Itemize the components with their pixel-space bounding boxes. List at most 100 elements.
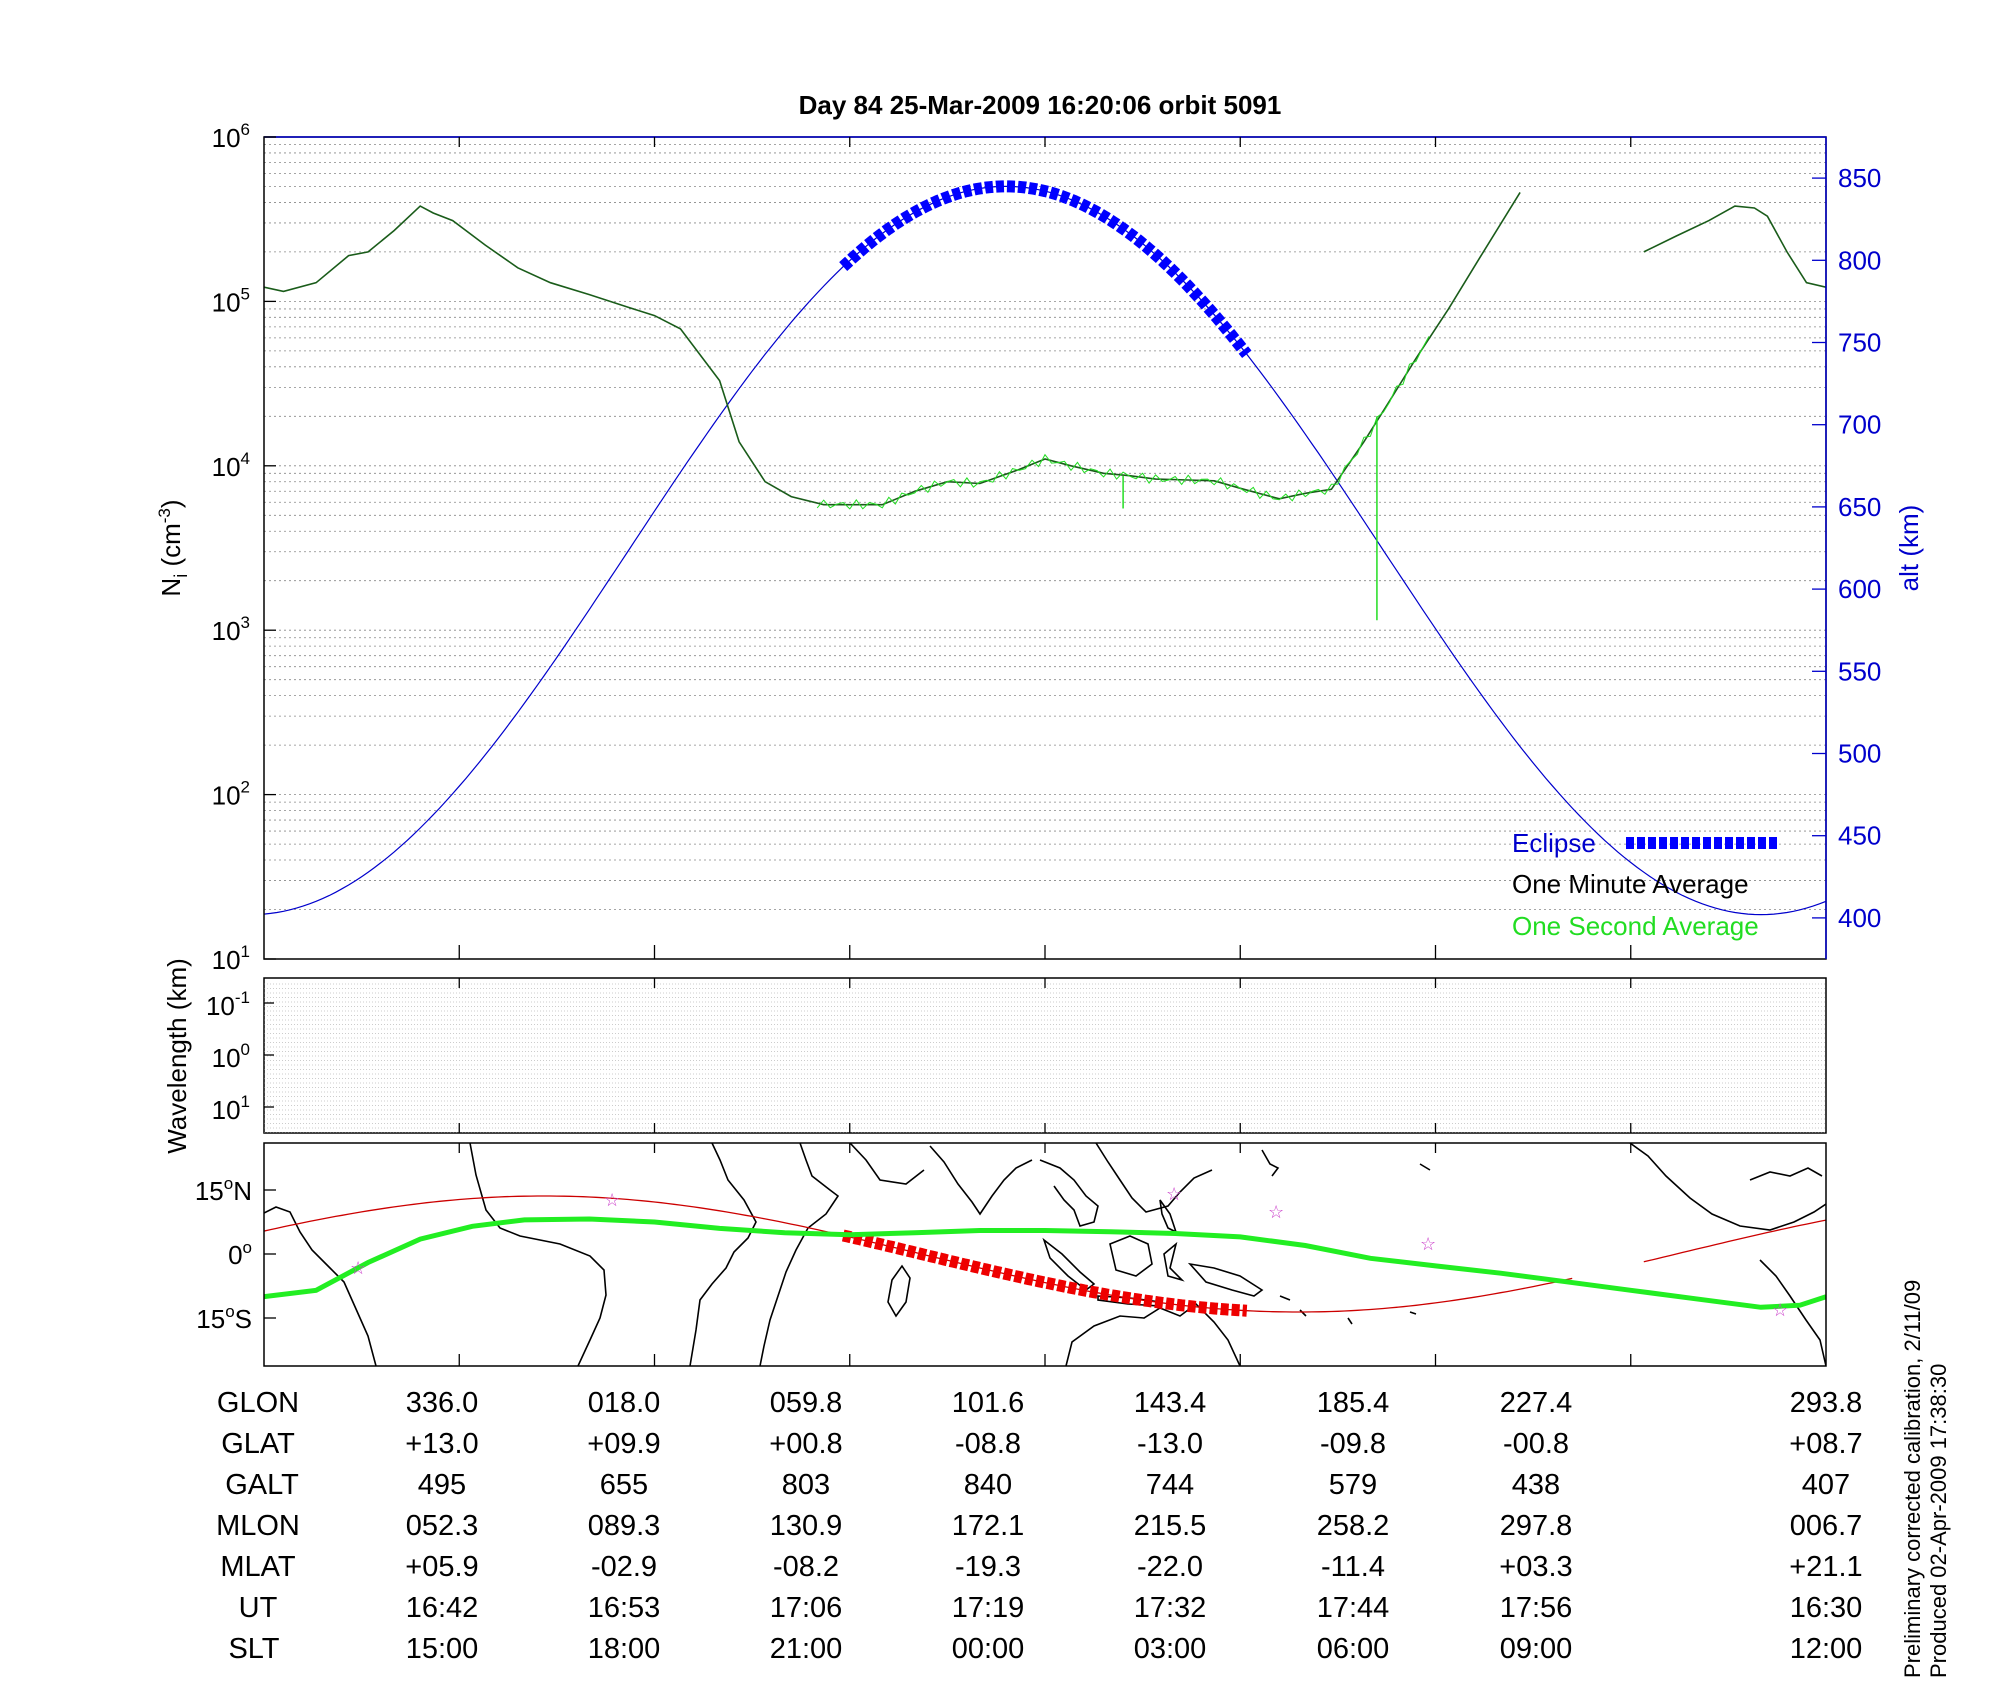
table-cell: -09.8 [1319, 1428, 1387, 1460]
orbit-track-line [264, 1195, 1573, 1313]
station-star-icon: ☆ [350, 1258, 366, 1278]
one-second-average-line [816, 336, 1430, 510]
left-tick-label-exp: 6 [241, 120, 250, 139]
left-tick-label-base: 10 [212, 781, 241, 811]
middle-tick-label-base: 10 [212, 1043, 241, 1073]
table-cell: 06:00 [1316, 1633, 1390, 1665]
table-cell: +21.1 [1789, 1551, 1863, 1583]
coastline-india [929, 1145, 1033, 1216]
middle-tick-label-exp: 1 [241, 1092, 250, 1111]
map-x-ticks [458, 1143, 1632, 1366]
right-tick-label: 500 [1838, 739, 1881, 769]
table-cell: 16:42 [405, 1592, 479, 1624]
coastlines [264, 1143, 1826, 1366]
table-cell: -02.9 [590, 1551, 658, 1583]
left-tick-label-exp: 5 [241, 284, 250, 303]
coastline-china [1095, 1143, 1213, 1213]
altitude-line [264, 185, 1826, 916]
map-tick-label-dir: N [233, 1176, 252, 1206]
table-cell: 744 [1145, 1469, 1195, 1501]
middle-tick-label: 101 [212, 1092, 250, 1125]
left-tick-label-base: 10 [212, 287, 241, 317]
table-cell: 101.6 [951, 1387, 1025, 1419]
table-cell: 018.0 [587, 1387, 661, 1419]
table-cell: 840 [963, 1469, 1013, 1501]
right-axis-label: alt (km) [1894, 505, 1924, 592]
table-cell: 12:00 [1789, 1633, 1863, 1665]
table-cell: 438 [1511, 1469, 1561, 1501]
table-cell: 089.3 [587, 1510, 661, 1542]
middle-tick-label-base: 10 [212, 1095, 241, 1125]
table-cell: +09.9 [587, 1428, 661, 1460]
coastline-pacific-islands [1279, 1163, 1431, 1325]
orbit-track-line-wrap [1643, 1219, 1826, 1263]
map-tick-label-deg: o [224, 1174, 233, 1193]
table-cell: 336.0 [405, 1387, 479, 1419]
table-cell: -22.0 [1136, 1551, 1204, 1583]
middle-axis-label: Wavelength (km) [162, 958, 192, 1154]
eclipse-marker-line [839, 180, 1252, 359]
map-tick-label: 0o [228, 1238, 252, 1270]
table-cell: 09:00 [1499, 1633, 1573, 1665]
chart-title: Day 84 25-Mar-2009 16:20:06 orbit 5091 [799, 90, 1282, 120]
table-cell: 495 [417, 1469, 467, 1501]
coastline-madagascar [887, 1264, 911, 1318]
map-tick-label: 15oN [195, 1174, 252, 1206]
table-row-label: SLT [228, 1633, 280, 1665]
table-cell: -11.4 [1321, 1551, 1385, 1583]
map-content: ☆ ☆ ☆ ☆ ☆ ☆ [264, 1143, 1826, 1366]
left-tick-label-base: 10 [212, 452, 241, 482]
table-cell: 172.1 [951, 1510, 1025, 1542]
coastline-south-america [264, 1206, 377, 1366]
map-tick-label-deg: o [225, 1302, 234, 1321]
table-cell: 03:00 [1133, 1633, 1207, 1665]
one-minute-average-line-segment [1643, 205, 1826, 288]
table-cell: +05.9 [405, 1551, 479, 1583]
right-tick-label: 700 [1838, 410, 1881, 440]
table-cell: 16:30 [1789, 1592, 1863, 1624]
table-cell: 17:44 [1316, 1592, 1390, 1624]
left-axis-label: Ni (cm-3) [155, 499, 191, 596]
map-tick-label-dir: S [235, 1304, 252, 1334]
middle-tick-label-exp: 0 [241, 1040, 250, 1059]
coastline-borneo [1109, 1235, 1153, 1277]
map-tick-label-num: 15 [195, 1176, 224, 1206]
table-cell: 17:32 [1133, 1592, 1207, 1624]
table-row-label: GALT [225, 1469, 299, 1501]
station-star-icon: ☆ [604, 1190, 620, 1210]
coastline-sulawesi [1163, 1241, 1185, 1282]
coastline-caribbean [1749, 1167, 1823, 1181]
right-tick-label: 400 [1838, 903, 1881, 933]
left-tick-label: 105 [212, 284, 250, 317]
one-minute-average-line [264, 191, 1521, 506]
table-cell: 803 [781, 1469, 831, 1501]
right-tick-label: 850 [1838, 163, 1881, 193]
table-cell: 185.4 [1316, 1387, 1390, 1419]
table-cell: 227.4 [1499, 1387, 1573, 1419]
table-cell: 15:00 [405, 1633, 479, 1665]
coastline-philippines [1159, 1199, 1178, 1234]
table-cell: 18:00 [587, 1633, 661, 1665]
table-cell: 21:00 [769, 1633, 843, 1665]
table-cell: 297.8 [1499, 1510, 1573, 1542]
coastline-new-guinea [1187, 1262, 1264, 1297]
side-note-produced: Produced 02-Apr-2009 17:38:30 [1926, 1363, 1951, 1678]
left-tick-label-exp: 3 [241, 613, 250, 632]
table-cell: 258.2 [1316, 1510, 1390, 1542]
table-cell: 407 [1801, 1469, 1851, 1501]
middle-tick-label-exp: -1 [235, 988, 250, 1007]
coastline-sumatra [1042, 1237, 1096, 1292]
coastline-japan [1261, 1149, 1280, 1177]
map-tick-label-num: 15 [196, 1304, 225, 1334]
right-tick-label: 450 [1838, 821, 1881, 851]
right-tick-label: 750 [1838, 328, 1881, 358]
map-tick-label-num: 0 [228, 1240, 242, 1270]
table-row-label: GLAT [221, 1428, 295, 1460]
left-tick-label: 104 [212, 449, 250, 482]
table-cell: 17:06 [769, 1592, 843, 1624]
coastline-southeast-asia [1039, 1159, 1099, 1227]
table-cell: -13.0 [1136, 1428, 1204, 1460]
table-row-label: MLON [216, 1510, 300, 1542]
